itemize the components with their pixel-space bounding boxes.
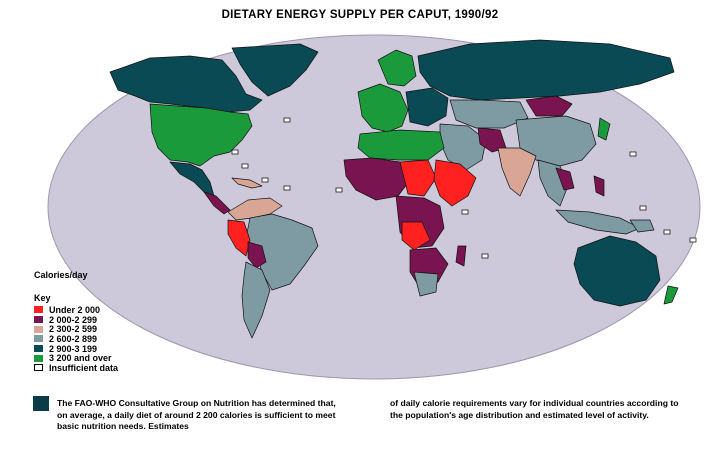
region-horn-of-africa — [433, 159, 477, 207]
island-marker — [639, 205, 647, 211]
legend-item: 2 600-2 899 — [34, 334, 118, 344]
legend-item-label: 2 600-2 899 — [49, 333, 98, 344]
island-marker — [481, 253, 489, 259]
note-icon — [33, 396, 49, 411]
island-marker — [241, 163, 249, 169]
region-australia — [573, 235, 661, 307]
map-title: DIETARY ENERGY SUPPLY PER CAPUT, 1990/92 — [221, 9, 499, 21]
island-marker — [629, 151, 637, 157]
island-marker — [261, 177, 269, 183]
region-papua — [629, 219, 655, 233]
legend-item: 3 200 and over — [34, 353, 118, 363]
region-south-africa — [413, 271, 439, 297]
region-korea-japan — [597, 117, 611, 141]
legend-item-label: 3 200 and over — [49, 353, 112, 364]
island-marker — [283, 117, 291, 123]
region-new-zealand — [663, 285, 679, 305]
region-central-asia — [449, 99, 529, 129]
island-marker — [283, 185, 291, 191]
note-text-left: The FAO-WHO Consultative Group on Nutrit… — [57, 398, 336, 431]
legend-swatch — [34, 364, 43, 372]
note-text-right: of daily calorie requirements vary for i… — [390, 398, 679, 420]
legend-item-label: Under 2 000 — [49, 304, 101, 315]
region-mongolia — [525, 95, 573, 117]
region-canada — [109, 55, 263, 113]
region-russia — [417, 39, 675, 101]
region-greenland — [231, 43, 319, 97]
island-marker — [461, 209, 469, 215]
region-scandinavia — [377, 49, 417, 87]
region-peru — [227, 219, 251, 257]
legend-swatch — [34, 325, 43, 333]
legend-key-label: Key — [34, 293, 51, 303]
region-sahel — [399, 159, 437, 197]
legend-item: Insufficient data — [34, 363, 118, 373]
region-central-america — [203, 191, 231, 215]
region-congo — [401, 221, 431, 251]
legend-swatch — [34, 306, 43, 314]
region-europe-west — [357, 83, 409, 133]
island-marker — [335, 187, 343, 193]
region-argentina — [241, 261, 271, 339]
legend-item-label: 2 300-2 599 — [49, 324, 98, 335]
legend-swatch — [34, 316, 43, 324]
island-marker — [689, 237, 697, 243]
region-indochina — [555, 167, 575, 191]
legend-swatch — [34, 335, 43, 343]
region-indonesia — [555, 209, 641, 235]
region-north-south-america — [227, 197, 283, 221]
region-caribbean — [231, 177, 263, 189]
region-india — [497, 147, 537, 197]
region-eastern-europe — [405, 87, 449, 127]
legend-item-label: 2 000-2 299 — [49, 314, 98, 325]
legend-calories-label: Calories/day — [34, 270, 88, 280]
region-bolivia — [247, 241, 267, 269]
island-marker — [663, 229, 671, 235]
legend-swatch — [34, 354, 43, 362]
legend-items: Under 2 000 2 000-2 299 2 300-2 599 2 600-2… — [34, 305, 118, 373]
region-north-africa — [357, 129, 445, 161]
region-usa — [149, 103, 253, 167]
region-madagascar — [455, 245, 467, 267]
legend-item: 2 300-2 599 — [34, 324, 118, 334]
legend-item: Under 2 000 — [34, 305, 118, 315]
legend-item: 2 000-2 299 — [34, 315, 118, 325]
region-philippines — [593, 175, 605, 197]
island-marker — [231, 149, 239, 155]
legend-item-label: Insufficient data — [49, 362, 119, 373]
legend-item: 2 900-3 199 — [34, 344, 118, 354]
legend-swatch — [34, 345, 43, 353]
legend: Calories/day Key Under 2 000 2 000-2 299 2… — [34, 270, 118, 373]
legend-item-label: 2 900-3 199 — [49, 343, 98, 354]
